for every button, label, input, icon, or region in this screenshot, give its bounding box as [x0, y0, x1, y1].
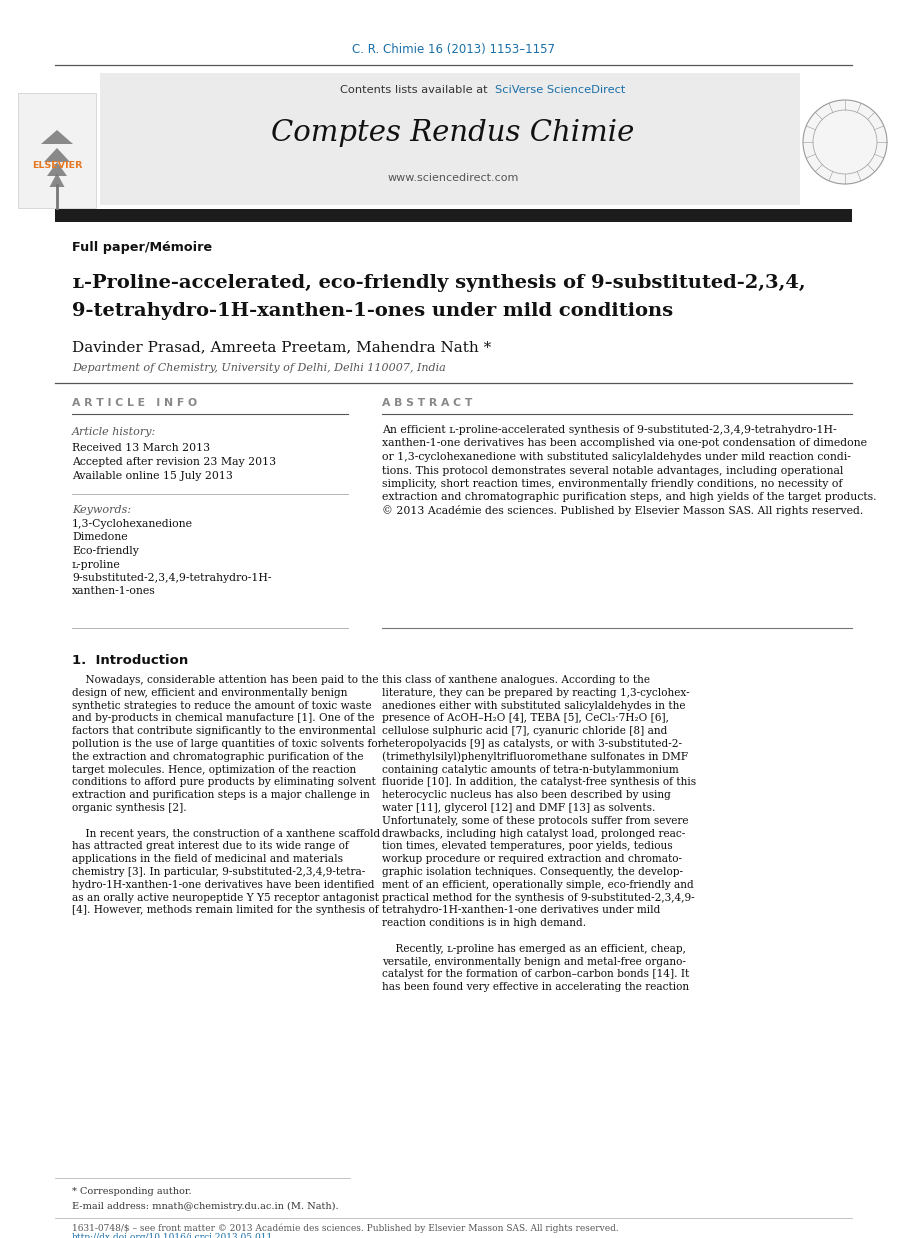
Text: or 1,3-cyclohexanedione with substituted salicylaldehydes under mild reaction co: or 1,3-cyclohexanedione with substituted…: [382, 452, 851, 462]
Text: simplicity, short reaction times, environmentally friendly conditions, no necess: simplicity, short reaction times, enviro…: [382, 479, 843, 489]
Text: xanthen-1-ones: xanthen-1-ones: [72, 587, 156, 597]
Text: extraction and chromatographic purification steps, and high yields of the target: extraction and chromatographic purificat…: [382, 493, 876, 503]
Text: practical method for the synthesis of 9-substituted-2,3,4,9-: practical method for the synthesis of 9-…: [382, 893, 695, 903]
Text: ʟ-proline: ʟ-proline: [72, 560, 121, 569]
Text: http://dx.doi.org/10.1016/j.crci.2013.05.011: http://dx.doi.org/10.1016/j.crci.2013.05…: [72, 1233, 273, 1238]
Polygon shape: [47, 162, 67, 176]
Bar: [100, 73, 800, 206]
Text: Accepted after revision 23 May 2013: Accepted after revision 23 May 2013: [72, 457, 276, 467]
Text: ELSEVIER: ELSEVIER: [32, 161, 83, 171]
Text: the extraction and chromatographic purification of the: the extraction and chromatographic purif…: [72, 751, 364, 761]
Text: heterocyclic nucleus has also been described by using: heterocyclic nucleus has also been descr…: [382, 790, 671, 800]
Text: this class of xanthene analogues. According to the: this class of xanthene analogues. Accord…: [382, 675, 650, 685]
Text: target molecules. Hence, optimization of the reaction: target molecules. Hence, optimization of…: [72, 765, 356, 775]
Text: catalyst for the formation of carbon–carbon bonds [14]. It: catalyst for the formation of carbon–car…: [382, 969, 689, 979]
Text: water [11], glycerol [12] and DMF [13] as solvents.: water [11], glycerol [12] and DMF [13] a…: [382, 803, 656, 813]
Text: design of new, efficient and environmentally benign: design of new, efficient and environment…: [72, 688, 347, 698]
Text: xanthen-1-one derivatives has been accomplished via one-pot condensation of dime: xanthen-1-one derivatives has been accom…: [382, 438, 867, 448]
Text: drawbacks, including high catalyst load, prolonged reac-: drawbacks, including high catalyst load,…: [382, 828, 686, 838]
Text: Article history:: Article history:: [72, 427, 156, 437]
Polygon shape: [44, 149, 70, 162]
Text: Comptes Rendus Chimie: Comptes Rendus Chimie: [271, 119, 635, 147]
Text: Davinder Prasad, Amreeta Preetam, Mahendra Nath *: Davinder Prasad, Amreeta Preetam, Mahend…: [72, 340, 492, 354]
Text: A B S T R A C T: A B S T R A C T: [382, 397, 473, 409]
Text: containing catalytic amounts of tetra-n-butylammonium: containing catalytic amounts of tetra-n-…: [382, 765, 678, 775]
Text: Available online 15 July 2013: Available online 15 July 2013: [72, 470, 233, 482]
Text: applications in the field of medicinal and materials: applications in the field of medicinal a…: [72, 854, 343, 864]
Text: Unfortunately, some of these protocols suffer from severe: Unfortunately, some of these protocols s…: [382, 816, 688, 826]
Text: SciVerse ScienceDirect: SciVerse ScienceDirect: [495, 85, 625, 95]
Text: factors that contribute significantly to the environmental: factors that contribute significantly to…: [72, 727, 375, 737]
Text: ʟ-Proline-accelerated, eco-friendly synthesis of 9-substituted-2,3,4,: ʟ-Proline-accelerated, eco-friendly synt…: [72, 274, 805, 292]
Text: © 2013 Académie des sciences. Published by Elsevier Masson SAS. All rights reser: © 2013 Académie des sciences. Published …: [382, 505, 863, 516]
Text: 1631-0748/$ – see front matter © 2013 Académie des sciences. Published by Elsevi: 1631-0748/$ – see front matter © 2013 Ac…: [72, 1223, 619, 1233]
Text: Keywords:: Keywords:: [72, 505, 132, 515]
Text: 1.  Introduction: 1. Introduction: [72, 654, 189, 666]
Text: Department of Chemistry, University of Delhi, Delhi 110007, India: Department of Chemistry, University of D…: [72, 363, 445, 373]
Text: synthetic strategies to reduce the amount of toxic waste: synthetic strategies to reduce the amoun…: [72, 701, 372, 711]
Text: conditions to afford pure products by eliminating solvent: conditions to afford pure products by el…: [72, 777, 375, 787]
Text: Received 13 March 2013: Received 13 March 2013: [72, 443, 210, 453]
Text: has attracted great interest due to its wide range of: has attracted great interest due to its …: [72, 842, 349, 852]
Text: tetrahydro-1H-xanthen-1-one derivatives under mild: tetrahydro-1H-xanthen-1-one derivatives …: [382, 905, 660, 915]
Text: pollution is the use of large quantities of toxic solvents for: pollution is the use of large quantities…: [72, 739, 383, 749]
Text: www.sciencedirect.com: www.sciencedirect.com: [387, 173, 519, 183]
Bar: [55, 209, 852, 222]
Text: tions. This protocol demonstrates several notable advantages, including operatio: tions. This protocol demonstrates severa…: [382, 465, 844, 475]
Text: 9-substituted-2,3,4,9-tetrahydro-1H-: 9-substituted-2,3,4,9-tetrahydro-1H-: [72, 573, 271, 583]
Text: [4]. However, methods remain limited for the synthesis of: [4]. However, methods remain limited for…: [72, 905, 378, 915]
Text: versatile, environmentally benign and metal-free organo-: versatile, environmentally benign and me…: [382, 957, 686, 967]
Text: ment of an efficient, operationally simple, eco-friendly and: ment of an efficient, operationally simp…: [382, 880, 694, 890]
Text: tion times, elevated temperatures, poor yields, tedious: tion times, elevated temperatures, poor …: [382, 842, 673, 852]
Text: E-mail address: mnath@chemistry.du.ac.in (M. Nath).: E-mail address: mnath@chemistry.du.ac.in…: [72, 1201, 338, 1211]
Text: reaction conditions is in high demand.: reaction conditions is in high demand.: [382, 919, 586, 928]
Text: literature, they can be prepared by reacting 1,3-cyclohex-: literature, they can be prepared by reac…: [382, 688, 689, 698]
Text: anediones either with substituted salicylaldehydes in the: anediones either with substituted salicy…: [382, 701, 686, 711]
Text: Nowadays, considerable attention has been paid to the: Nowadays, considerable attention has bee…: [72, 675, 378, 685]
Text: 9-tetrahydro-1H-xanthen-1-ones under mild conditions: 9-tetrahydro-1H-xanthen-1-ones under mil…: [72, 302, 673, 319]
Text: organic synthesis [2].: organic synthesis [2].: [72, 803, 187, 813]
Text: An efficient ʟ-proline-accelerated synthesis of 9-substituted-2,3,4,9-tetrahydro: An efficient ʟ-proline-accelerated synth…: [382, 425, 836, 435]
Text: as an orally active neuropeptide Y Y5 receptor antagonist: as an orally active neuropeptide Y Y5 re…: [72, 893, 379, 903]
Text: 1,3-Cyclohexanedione: 1,3-Cyclohexanedione: [72, 519, 193, 529]
Text: Full paper/Mémoire: Full paper/Mémoire: [72, 241, 212, 255]
Text: Contents lists available at: Contents lists available at: [340, 85, 492, 95]
Text: has been found very effective in accelerating the reaction: has been found very effective in acceler…: [382, 982, 689, 992]
Text: heteropolyacids [9] as catalysts, or with 3-substituted-2-: heteropolyacids [9] as catalysts, or wit…: [382, 739, 682, 749]
Text: fluoride [10]. In addition, the catalyst-free synthesis of this: fluoride [10]. In addition, the catalyst…: [382, 777, 697, 787]
Text: graphic isolation techniques. Consequently, the develop-: graphic isolation techniques. Consequent…: [382, 867, 683, 877]
Text: chemistry [3]. In particular, 9-substituted-2,3,4,9-tetra-: chemistry [3]. In particular, 9-substitu…: [72, 867, 366, 877]
Text: Eco-friendly: Eco-friendly: [72, 546, 139, 556]
Text: Dimedone: Dimedone: [72, 532, 128, 542]
Text: extraction and purification steps is a major challenge in: extraction and purification steps is a m…: [72, 790, 370, 800]
Text: hydro-1H-xanthen-1-one derivatives have been identified: hydro-1H-xanthen-1-one derivatives have …: [72, 880, 375, 890]
Text: presence of AcOH–H₂O [4], TEBA [5], CeCl₃·7H₂O [6],: presence of AcOH–H₂O [4], TEBA [5], CeCl…: [382, 713, 668, 723]
Text: * Corresponding author.: * Corresponding author.: [72, 1187, 191, 1196]
Text: C. R. Chimie 16 (2013) 1153–1157: C. R. Chimie 16 (2013) 1153–1157: [352, 43, 554, 57]
Text: and by-products in chemical manufacture [1]. One of the: and by-products in chemical manufacture …: [72, 713, 375, 723]
Text: cellulose sulphuric acid [7], cyanuric chloride [8] and: cellulose sulphuric acid [7], cyanuric c…: [382, 727, 668, 737]
Bar: [18, 93, 96, 208]
Text: (trimethylsilyl)phenyltrifluoromethane sulfonates in DMF: (trimethylsilyl)phenyltrifluoromethane s…: [382, 751, 688, 763]
Text: Recently, ʟ-proline has emerged as an efficient, cheap,: Recently, ʟ-proline has emerged as an ef…: [382, 943, 686, 953]
Polygon shape: [41, 130, 73, 144]
Circle shape: [803, 100, 887, 184]
Text: A R T I C L E   I N F O: A R T I C L E I N F O: [72, 397, 197, 409]
Polygon shape: [50, 173, 64, 187]
Text: workup procedure or required extraction and chromato-: workup procedure or required extraction …: [382, 854, 682, 864]
Text: In recent years, the construction of a xanthene scaffold: In recent years, the construction of a x…: [72, 828, 380, 838]
